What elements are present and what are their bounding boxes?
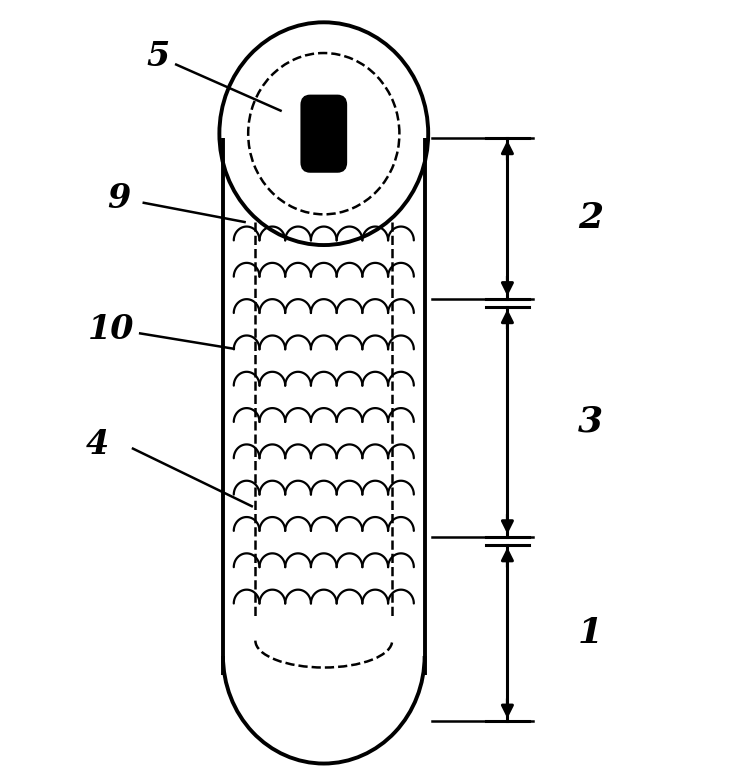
- Text: 4: 4: [85, 429, 109, 461]
- Text: 9: 9: [107, 182, 130, 216]
- Text: 5: 5: [147, 41, 170, 74]
- Text: 2: 2: [578, 201, 603, 235]
- Text: 3: 3: [578, 405, 603, 439]
- Text: 1: 1: [578, 616, 603, 650]
- Text: 10: 10: [88, 313, 134, 346]
- FancyBboxPatch shape: [302, 95, 346, 172]
